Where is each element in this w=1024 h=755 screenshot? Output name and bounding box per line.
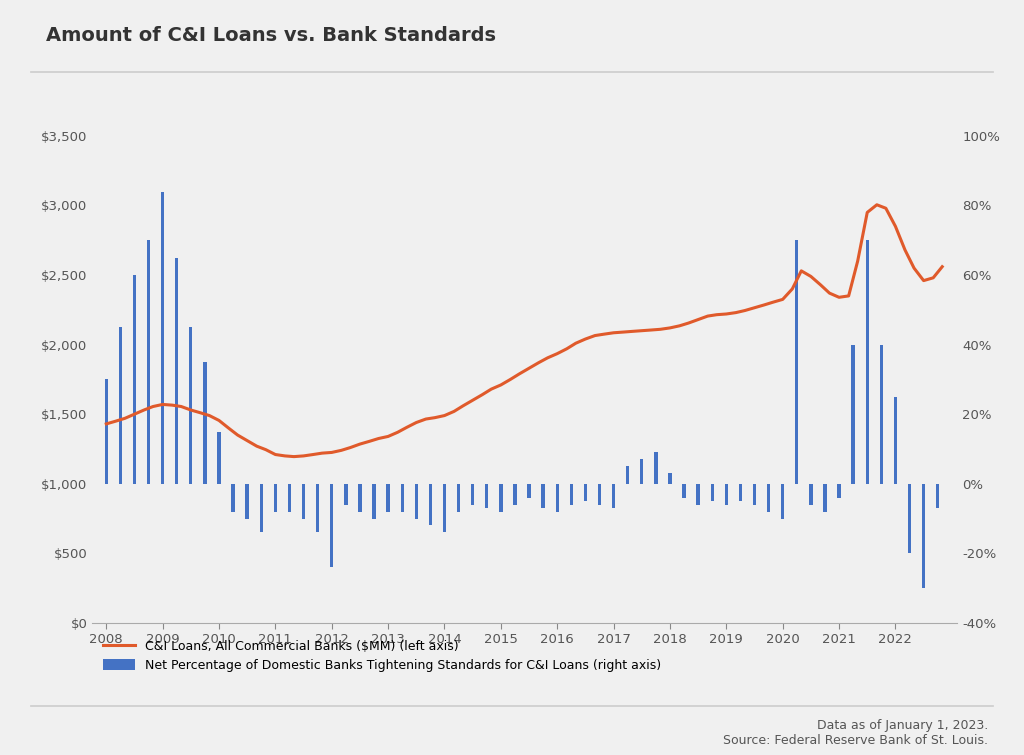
Bar [429,484,432,525]
Bar [584,484,587,501]
Bar [513,484,517,504]
Bar [626,467,630,484]
Bar [542,484,545,508]
Bar [669,473,672,484]
Bar [104,380,108,484]
Bar [781,484,784,519]
Bar [852,344,855,484]
Bar [485,484,488,508]
Bar [386,484,390,512]
Bar [908,484,911,553]
Bar [288,484,291,512]
Bar [865,240,869,484]
Bar [442,484,446,532]
Bar [316,484,319,532]
Bar [795,240,799,484]
Text: Source: Federal Reserve Bank of St. Louis.: Source: Federal Reserve Bank of St. Loui… [723,734,988,747]
Bar [330,484,334,567]
Bar [527,484,530,498]
Legend: C&I Loans, All Commercial Banks ($MM) (left axis), Net Percentage of Domestic Ba: C&I Loans, All Commercial Banks ($MM) (l… [98,635,666,677]
Bar [217,432,221,484]
Text: Amount of C&I Loans vs. Bank Standards: Amount of C&I Loans vs. Bank Standards [46,26,496,45]
Bar [259,484,263,532]
Bar [682,484,686,498]
Text: Data as of January 1, 2023.: Data as of January 1, 2023. [817,719,988,732]
Bar [373,484,376,519]
Bar [936,484,939,508]
Bar [161,192,164,484]
Bar [556,484,559,512]
Bar [175,257,178,484]
Bar [203,362,207,484]
Bar [457,484,460,512]
Bar [838,484,841,498]
Bar [894,397,897,484]
Bar [146,240,151,484]
Bar [640,459,643,484]
Bar [569,484,573,504]
Bar [358,484,361,512]
Bar [809,484,813,504]
Bar [753,484,756,504]
Bar [400,484,403,512]
Bar [612,484,615,508]
Bar [823,484,826,512]
Bar [880,344,883,484]
Bar [696,484,699,504]
Bar [133,275,136,484]
Bar [598,484,601,504]
Bar [711,484,714,501]
Bar [471,484,474,504]
Bar [246,484,249,519]
Bar [738,484,742,501]
Bar [302,484,305,519]
Bar [415,484,418,519]
Bar [499,484,503,512]
Bar [273,484,278,512]
Bar [654,452,657,484]
Bar [119,327,122,484]
Bar [344,484,347,504]
Bar [922,484,926,588]
Bar [189,327,193,484]
Bar [231,484,234,512]
Bar [767,484,770,512]
Bar [725,484,728,504]
